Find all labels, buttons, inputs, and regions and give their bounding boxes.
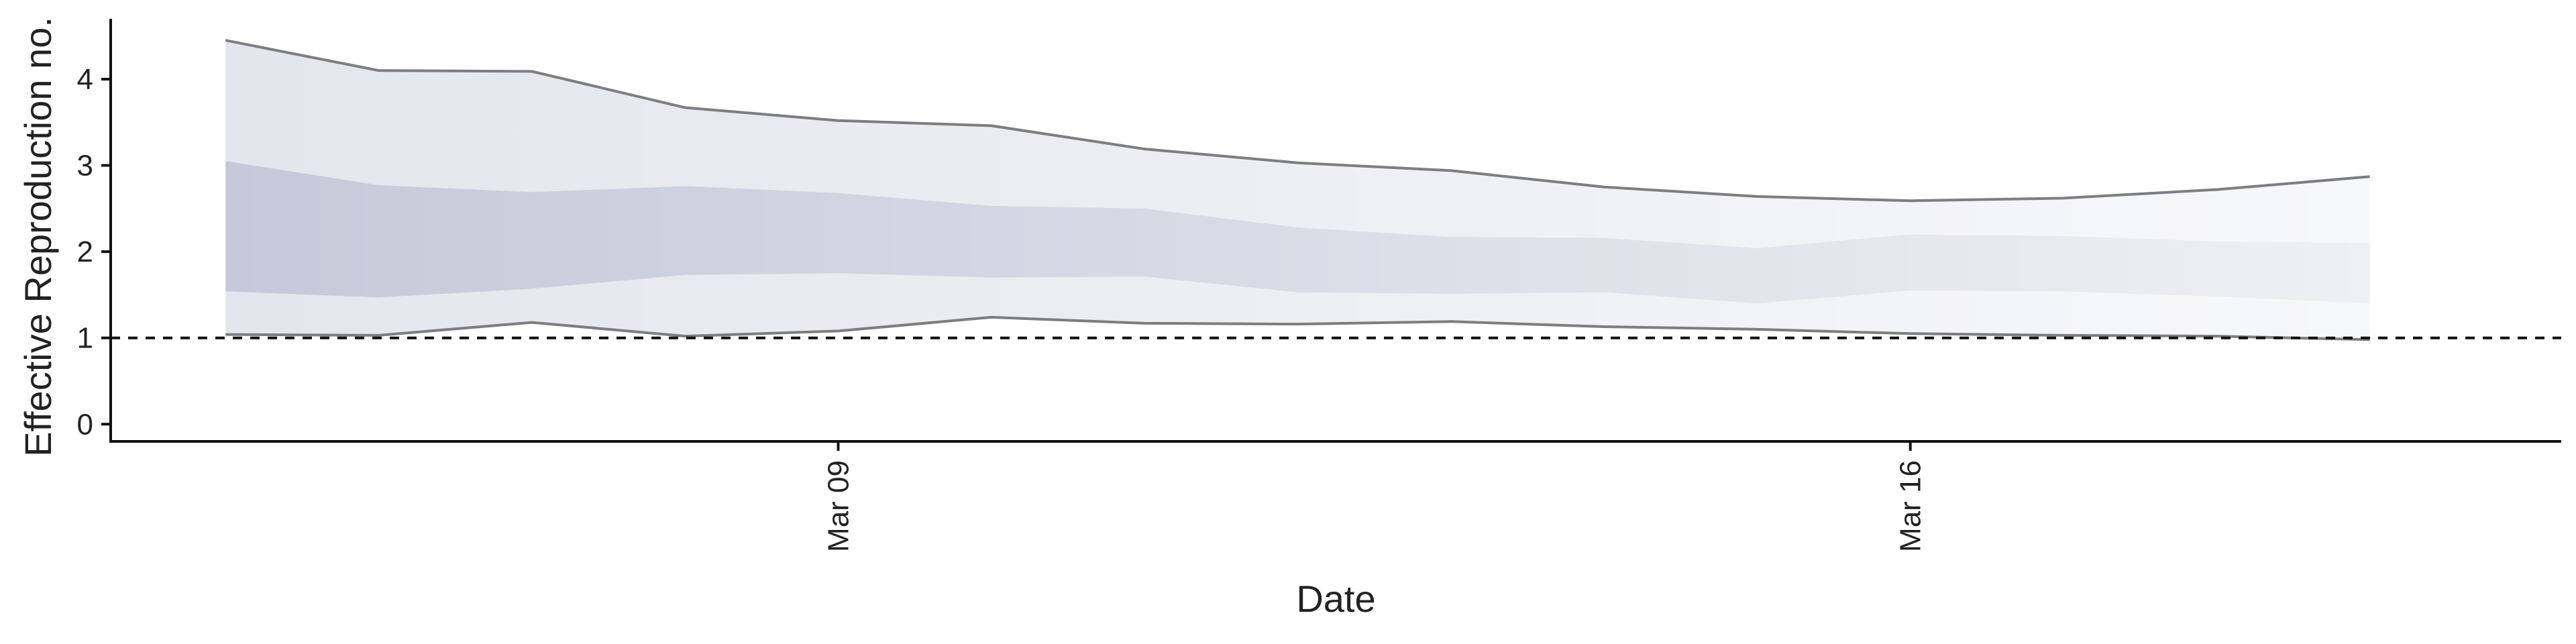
y-tick-label: 0	[77, 408, 93, 441]
y-tick-label: 2	[77, 235, 93, 268]
lower-95-line	[225, 315, 2370, 341]
interval-bound-lines	[225, 39, 2370, 341]
y-tick-label: 4	[77, 63, 93, 96]
band-fade-overlay	[225, 19, 2370, 441]
y-tick-label: 3	[77, 150, 93, 182]
x-tick-label: Mar 16	[1894, 460, 1927, 552]
x-axis-ticks: Mar 09 Mar 16	[822, 441, 1927, 552]
chart-axes	[109, 19, 2561, 443]
y-axis-ticks: 0 1 2 3 4	[77, 63, 111, 441]
y-axis-title: Effective Reproduction no.	[17, 17, 59, 457]
x-tick-label: Mar 09	[822, 460, 855, 552]
y-tick-label: 1	[77, 322, 93, 355]
upper-95-line	[225, 39, 2370, 203]
x-axis-title: Date	[1296, 578, 1375, 620]
